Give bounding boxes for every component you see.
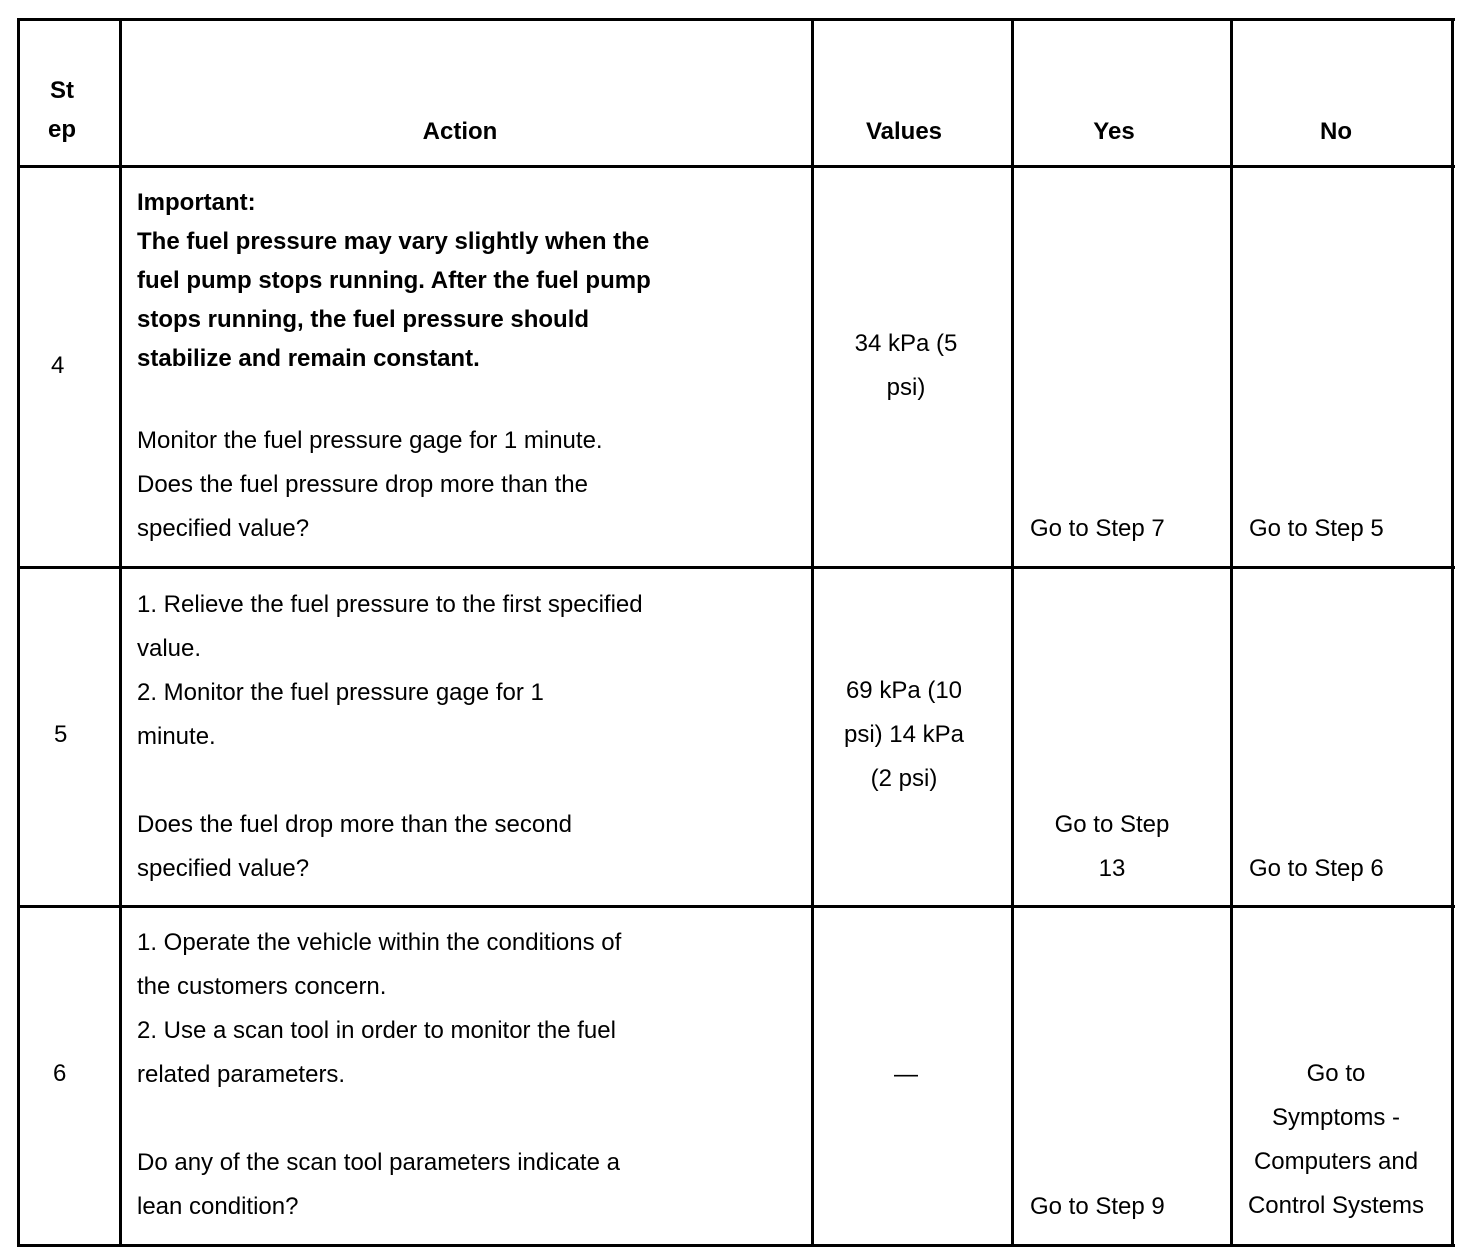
row-divider [17,905,1455,908]
important-note: The fuel pressure may vary slightly when… [137,228,651,372]
header-action: Action [422,118,498,145]
step-number: 4 [51,352,65,379]
action-text: 1. Operate the vehicle within the condit… [137,929,622,1220]
table-border-bottom [17,1244,1455,1247]
column-divider [119,18,122,1247]
header-divider [17,165,1455,168]
important-label: Important: [137,189,256,216]
step-number: 6 [53,1060,67,1087]
no-link[interactable]: Go to Symptoms - Computers and Control S… [1247,1060,1425,1219]
action-text: Monitor the fuel pressure gage for 1 min… [137,427,603,542]
table-border-left [17,18,20,1247]
row-divider [17,566,1455,569]
header-values: Values [865,118,943,145]
table-border-top [17,18,1455,21]
yes-link[interactable]: Go to Step 13 [1054,811,1170,882]
yes-link[interactable]: Go to Step 9 [1030,1193,1165,1220]
no-link[interactable]: Go to Step 6 [1249,855,1384,882]
column-divider [1011,18,1014,1247]
table-border-right [1451,18,1454,1247]
header-yes: Yes [1093,118,1135,145]
column-divider [811,18,814,1247]
header-no: No [1320,118,1352,145]
column-divider [1230,18,1233,1247]
action-text: 1. Relieve the fuel pressure to the firs… [137,591,643,882]
header-step: St ep [47,77,76,143]
no-link[interactable]: Go to Step 5 [1249,515,1384,542]
values-text: — [894,1061,918,1088]
values-text: 69 kPa (10 psi) 14 kPa (2 psi) [843,677,965,792]
values-text: 34 kPa (5 psi) [854,330,958,401]
step-number: 5 [54,721,68,748]
yes-link[interactable]: Go to Step 7 [1030,515,1165,542]
